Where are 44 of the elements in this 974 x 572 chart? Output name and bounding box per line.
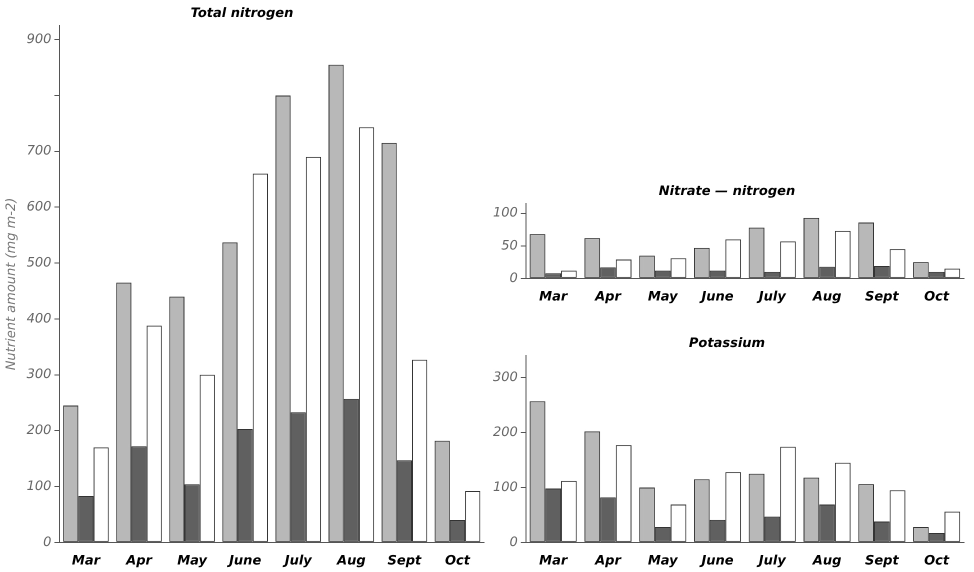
x-tick-label: Sept bbox=[388, 554, 422, 569]
y-tick-label: 400 bbox=[26, 311, 52, 326]
x-tick-label: July bbox=[756, 554, 786, 569]
y-tick-label: 0 bbox=[43, 534, 52, 550]
x-tick-label: Aug bbox=[812, 290, 842, 305]
y-tick-label: 200 bbox=[492, 424, 518, 440]
x-tick-label: July bbox=[756, 290, 786, 305]
x-tick-label: July bbox=[282, 554, 312, 569]
x-tick-label: Sept bbox=[864, 554, 900, 569]
y-tick-label: 600 bbox=[26, 200, 52, 215]
x-tick-label: Oct bbox=[924, 554, 950, 569]
x-tick-label: June bbox=[698, 290, 734, 305]
x-tick-label: May bbox=[648, 290, 678, 305]
y-tick-label: 0 bbox=[510, 270, 518, 286]
y-tick-label: 500 bbox=[26, 255, 52, 270]
x-tick-label: Apr bbox=[125, 554, 154, 569]
x-tick-label: June bbox=[698, 554, 734, 569]
chart-title: Nitrate — nitrogen bbox=[658, 184, 796, 200]
chart-title: Total nitrogen bbox=[190, 6, 294, 22]
y-tick-label: 200 bbox=[26, 423, 52, 438]
x-tick-label: May bbox=[177, 554, 208, 569]
y-tick-label: 300 bbox=[26, 367, 52, 382]
x-tick-label: Mar bbox=[539, 554, 569, 569]
x-tick-label: Mar bbox=[539, 290, 569, 305]
x-tick-label: Mar bbox=[72, 554, 102, 569]
x-tick-label: June bbox=[226, 554, 262, 569]
x-tick-label: Oct bbox=[444, 554, 471, 569]
x-tick-label: Apr bbox=[594, 290, 622, 305]
x-tick-label: Apr bbox=[594, 554, 622, 569]
y-tick-label: 100 bbox=[26, 478, 52, 494]
y-tick-label: 700 bbox=[26, 144, 52, 159]
y-tick-label: 50 bbox=[501, 238, 518, 254]
y-tick-label: 100 bbox=[492, 206, 518, 221]
y-tick-label: 0 bbox=[510, 534, 518, 550]
x-tick-label: Oct bbox=[924, 290, 950, 305]
x-tick-label: Aug bbox=[336, 554, 366, 569]
y-tick-label: 300 bbox=[492, 370, 518, 385]
y-axis-title: Nutrient amount (mg m-2) bbox=[4, 198, 20, 370]
chart-title: Potassium bbox=[688, 336, 766, 352]
x-tick-label: May bbox=[648, 554, 678, 569]
y-tick-label: 100 bbox=[492, 480, 518, 495]
x-tick-label: Aug bbox=[812, 554, 842, 569]
x-tick-label: Sept bbox=[864, 290, 900, 305]
y-tick-label: 900 bbox=[26, 32, 52, 47]
